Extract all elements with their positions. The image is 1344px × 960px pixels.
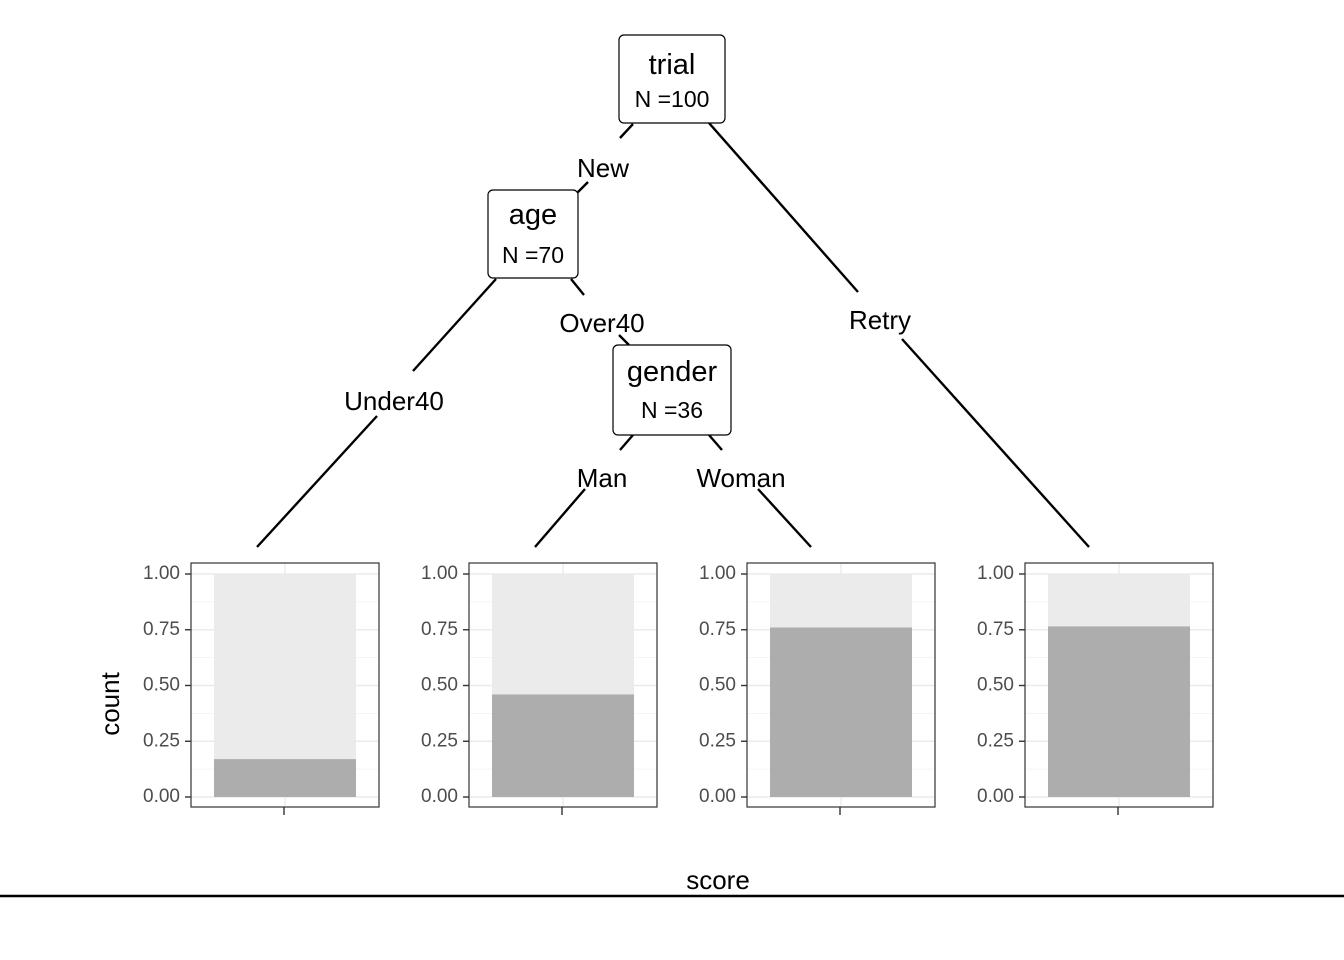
- y-tick-label: 0.25: [143, 730, 180, 751]
- tree-edge-line: [570, 278, 585, 296]
- y-tick-label: 1.00: [977, 563, 1014, 584]
- edge-label-retry: Retry: [849, 305, 911, 335]
- edge-label-over40: Over40: [559, 308, 644, 338]
- y-tick-label: 0.25: [977, 730, 1014, 751]
- node-title: age: [509, 199, 557, 231]
- y-tick-label: 0.75: [421, 619, 458, 640]
- y-tick-label: 0.50: [143, 675, 180, 696]
- y-tick-label: 1.00: [143, 563, 180, 584]
- leaf-panel-2: 0.00 0.25 0.50 0.75 1.00: [421, 562, 658, 815]
- y-tick-label: 1.00: [699, 563, 736, 584]
- tree-edge-line: [618, 334, 630, 346]
- node-box: [487, 189, 579, 279]
- y-tick-label: 0.00: [143, 786, 180, 807]
- bar-segment-level-0: [492, 574, 634, 695]
- leaf-panels: 0.00 0.25 0.50 0.75 1.00 0.00 0.25 0.50 0.75 1.00…: [143, 562, 1214, 815]
- node-count: N =70: [502, 242, 564, 268]
- node-box: [612, 344, 732, 436]
- tree-edge-line: [619, 434, 634, 451]
- y-tick-label: 0.25: [421, 730, 458, 751]
- y-tick-label: 0.75: [977, 619, 1014, 640]
- tree-node-gender: gender N =36: [612, 344, 732, 436]
- bar-segment-level-0: [214, 574, 356, 760]
- leaf-panel-1: 0.00 0.25 0.50 0.75 1.00: [143, 562, 380, 815]
- bar-segment-level-0: [1048, 574, 1190, 627]
- tree-edge-line: [757, 488, 812, 548]
- tree-edge-line: [534, 488, 586, 548]
- x-axis-title: score: [686, 865, 750, 895]
- node-count: N =36: [641, 397, 703, 423]
- y-axis-title: count: [95, 671, 125, 735]
- y-tick-label: 0.25: [699, 730, 736, 751]
- y-tick-label: 0.00: [977, 786, 1014, 807]
- y-tick-label: 0.75: [143, 619, 180, 640]
- bar-segment-level-0: [770, 574, 912, 628]
- node-count: N =100: [635, 86, 710, 112]
- tree-edge-line: [708, 434, 723, 451]
- node-box: [618, 34, 726, 124]
- tree-edge-line: [575, 181, 589, 195]
- tree-edge-line: [256, 415, 378, 548]
- tree-node-age: age N =70: [487, 189, 579, 279]
- bar-segment-level-1: [492, 694, 634, 797]
- bar-segment-level-1: [1048, 626, 1190, 797]
- tree-edge-line: [708, 122, 859, 293]
- y-tick-label: 1.00: [421, 563, 458, 584]
- leaf-panel-3: 0.00 0.25 0.50 0.75 1.00: [699, 562, 936, 815]
- y-tick-label: 0.00: [421, 786, 458, 807]
- tree-edge-line: [412, 278, 497, 372]
- edge-label-man: Man: [577, 463, 628, 493]
- leaf-panel-4: 0.00 0.25 0.50 0.75 1.00: [977, 562, 1214, 815]
- node-title: trial: [649, 49, 696, 81]
- tree-edges: New Retry Under40 Over40 Man Woman: [256, 122, 1090, 548]
- edge-label-new: New: [577, 153, 629, 183]
- edge-label-woman: Woman: [696, 463, 785, 493]
- node-title: gender: [627, 356, 718, 388]
- tree-edge-line: [619, 123, 634, 139]
- y-tick-label: 0.50: [977, 675, 1014, 696]
- y-tick-label: 0.00: [699, 786, 736, 807]
- bar-segment-level-1: [770, 627, 912, 797]
- tree-edge-line: [901, 338, 1090, 548]
- y-tick-label: 0.50: [421, 675, 458, 696]
- y-tick-label: 0.75: [699, 619, 736, 640]
- y-tick-label: 0.50: [699, 675, 736, 696]
- bar-segment-level-1: [214, 759, 356, 797]
- tree-nodes: trial N =100 age N =70 gender N =36: [487, 34, 732, 436]
- edge-label-under40: Under40: [344, 386, 444, 416]
- tree-node-trial: trial N =100: [618, 34, 726, 124]
